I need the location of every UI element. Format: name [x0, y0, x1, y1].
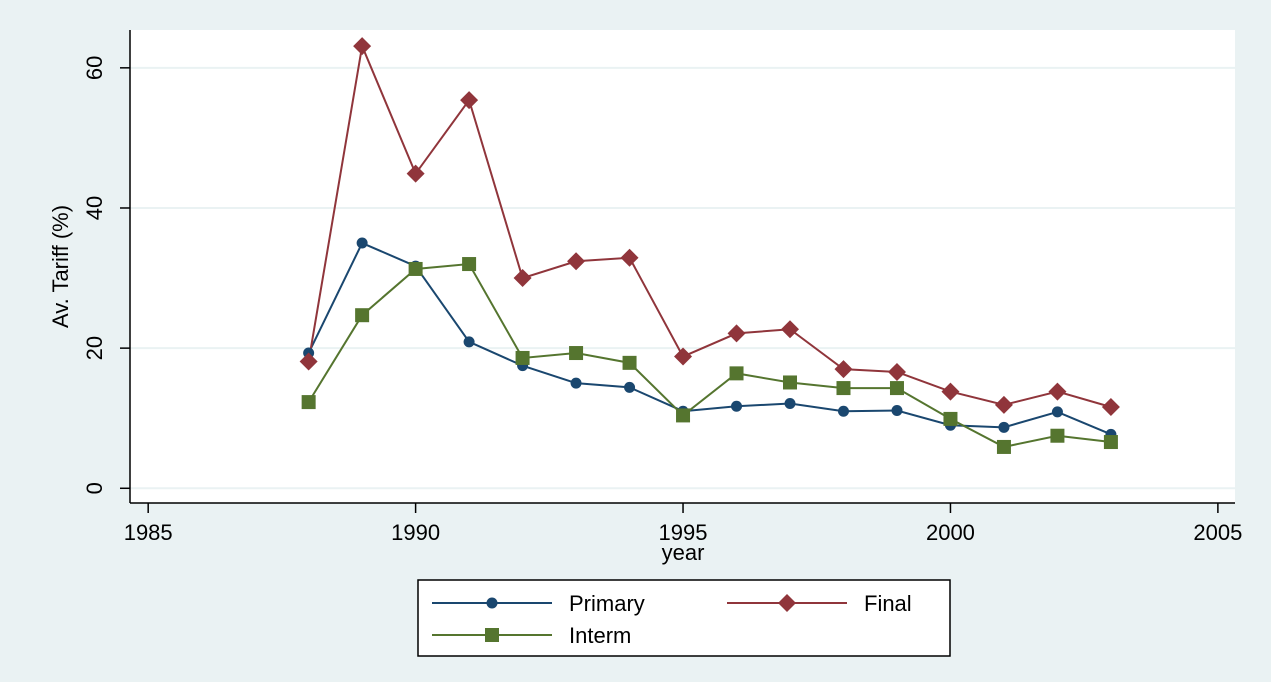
- point: [406, 164, 425, 183]
- point: [1051, 406, 1063, 418]
- point: [462, 257, 477, 272]
- x-tick-label: 2000: [926, 520, 975, 545]
- point: [781, 320, 800, 339]
- x-tick-label: 2005: [1193, 520, 1242, 545]
- y-tick-label: 0: [82, 482, 107, 494]
- point: [301, 395, 316, 410]
- point: [676, 408, 691, 423]
- legend-label: Primary: [569, 591, 645, 616]
- legend-marker: [486, 597, 498, 609]
- point: [784, 397, 796, 409]
- x-tick-label: 1995: [659, 520, 708, 545]
- x-tick-label: 1990: [391, 520, 440, 545]
- plot-area: [130, 30, 1235, 503]
- point: [622, 355, 637, 370]
- point: [998, 421, 1010, 433]
- x-axis-title: year: [662, 540, 705, 565]
- series-line: [307, 241, 1112, 436]
- point: [1050, 428, 1065, 443]
- y-tick-label: 60: [82, 56, 107, 80]
- point: [460, 91, 479, 110]
- legend-label: Final: [864, 591, 912, 616]
- point: [513, 269, 532, 288]
- legend-box: [417, 579, 951, 657]
- series-line: [307, 262, 1112, 448]
- point: [1103, 435, 1118, 450]
- point: [569, 346, 584, 361]
- point: [889, 381, 904, 396]
- point: [834, 360, 853, 379]
- point: [783, 375, 798, 390]
- point: [836, 381, 851, 396]
- point: [729, 366, 744, 381]
- point: [887, 362, 906, 381]
- point: [674, 347, 693, 366]
- point: [837, 405, 849, 417]
- y-tick-label: 40: [82, 196, 107, 220]
- legend-marker: [778, 594, 796, 612]
- point: [941, 382, 960, 401]
- point: [891, 405, 903, 417]
- point: [515, 350, 530, 365]
- point: [620, 248, 639, 267]
- point: [567, 252, 586, 271]
- point: [1048, 382, 1067, 401]
- point: [1101, 397, 1120, 416]
- series-line: [307, 42, 1112, 408]
- point: [299, 352, 318, 371]
- point: [731, 400, 743, 412]
- x-tick-label: 1985: [124, 520, 173, 545]
- point: [943, 411, 958, 426]
- point: [408, 261, 423, 276]
- legend-marker: [485, 628, 499, 642]
- point: [570, 377, 582, 389]
- point: [356, 237, 368, 249]
- y-axis-title: Av. Tariff (%): [48, 205, 73, 328]
- point: [353, 37, 372, 56]
- point: [727, 324, 746, 343]
- point: [994, 395, 1013, 414]
- point: [624, 381, 636, 393]
- legend-label: Interm: [569, 623, 631, 648]
- y-tick-label: 20: [82, 336, 107, 360]
- point: [355, 308, 370, 323]
- point: [463, 336, 475, 348]
- point: [996, 439, 1011, 454]
